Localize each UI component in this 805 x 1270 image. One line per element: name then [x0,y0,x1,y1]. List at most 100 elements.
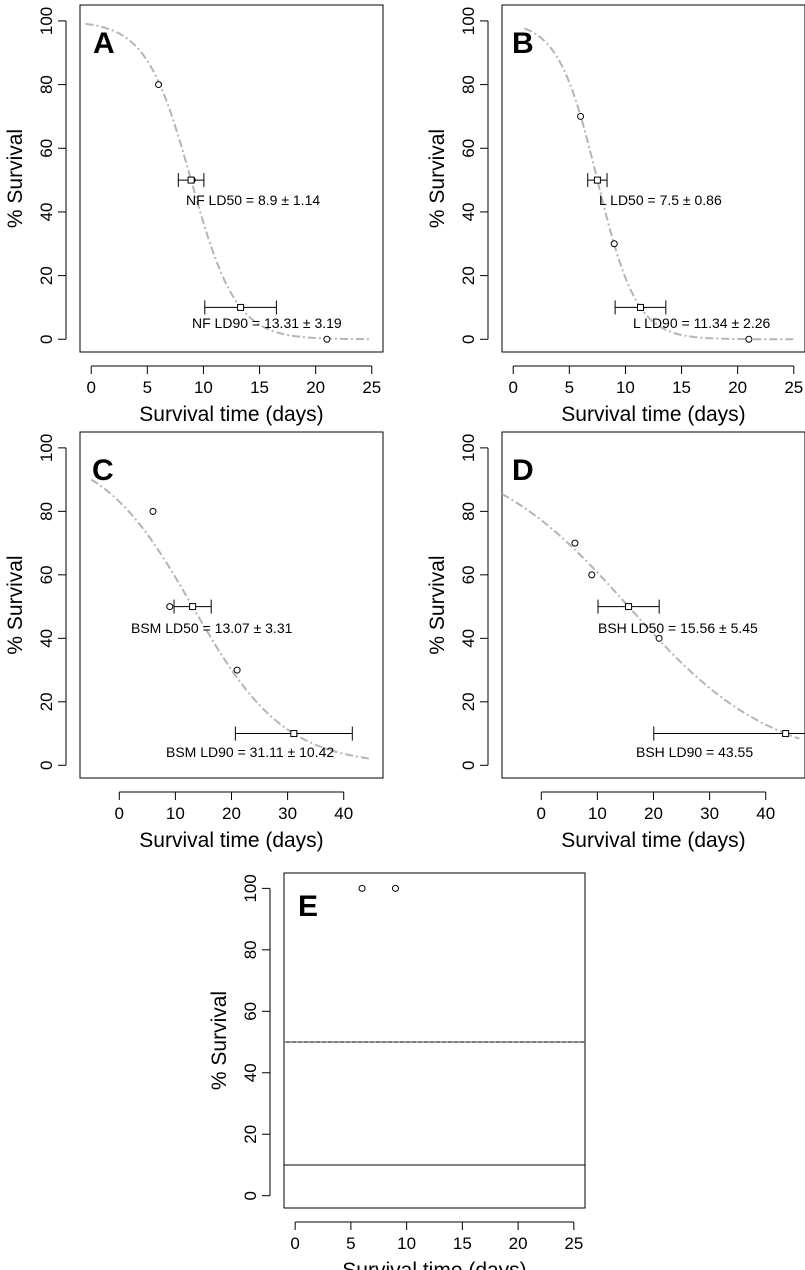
x-tick-label: 15 [672,378,691,397]
panel-letter: B [512,27,534,60]
data-point [149,507,157,515]
ld-label: BSH LD90 = 43.55 [636,744,753,760]
ld-label: L LD50 = 7.5 ± 0.86 [599,192,722,208]
data-point [745,335,753,343]
x-tick-label: 30 [700,804,719,823]
ld-label: NF LD50 = 8.9 ± 1.14 [186,192,320,208]
x-tick-label: 20 [306,378,325,397]
panel-E: 0 5 10 15 20 25 Survival time (days) 0 20 40 60 80 1… [208,872,586,1270]
y-axis-title: % Survival [208,991,231,1090]
y-axis: 0 20 40 60 80 100 % Survival [426,434,489,770]
panel-D: 0 10 20 30 40 Survival time (days) 0 20 40 60 80 10… [426,431,805,852]
plot-content [284,884,585,1166]
x-tick-label: 10 [194,378,213,397]
x-tick-label: 0 [115,804,124,823]
data-point [155,81,163,89]
y-tick-label: 60 [459,139,478,158]
y-axis: 0 20 40 60 80 100 % Survival [208,874,271,1200]
y-tick-label: 80 [37,502,56,521]
x-tick-label: 25 [362,378,381,397]
x-tick-label: 5 [143,378,152,397]
y-tick-label: 80 [241,940,260,959]
y-tick-label: 0 [241,1191,260,1200]
x-tick-label: 40 [334,804,353,823]
ld-label: BSH LD50 = 15.56 ± 5.45 [598,620,758,636]
ld-point [593,176,601,184]
y-tick-label: 60 [241,1002,260,1021]
x-axis: 0 10 20 30 40 Survival time (days) [537,791,775,852]
ld-point [290,730,298,738]
data-point [577,112,585,120]
plot-content [524,27,794,343]
x-tick-label: 10 [166,804,185,823]
y-tick-label: 80 [459,502,478,521]
y-axis-title: % Survival [426,555,449,654]
x-tick-label: 25 [564,1234,583,1253]
y-tick-label: 100 [37,434,56,462]
fitted-curve [85,22,372,341]
y-axis-title: % Survival [4,555,27,654]
y-tick-label: 100 [459,434,478,462]
data-point [610,240,618,248]
ld-point [237,303,245,311]
panel-letter: C [92,454,114,487]
y-tick-label: 40 [37,202,56,221]
y-axis-title: % Survival [4,129,27,228]
y-tick-label: 0 [37,761,56,770]
panel-letter: E [298,890,318,923]
ld-point [636,303,644,311]
x-axis-title: Survival time (days) [139,829,323,852]
ld-marker-ld50: L LD50 = 7.5 ± 0.86 [587,173,722,208]
y-tick-label: 100 [37,7,56,35]
x-tick-label: 40 [756,804,775,823]
plot-frame [79,431,384,779]
x-axis-title: Survival time (days) [561,829,745,852]
ld-marker-ld90: NF LD90 = 13.31 ± 3.19 [192,300,342,331]
y-tick-label: 20 [37,692,56,711]
ld-marker-ld90: BSH LD90 = 43.55 [636,726,805,760]
y-tick-label: 40 [37,629,56,648]
ld-marker-ld50: NF LD50 = 8.9 ± 1.14 [177,173,320,208]
x-tick-label: 25 [784,378,803,397]
y-tick-label: 20 [241,1125,260,1144]
y-axis: 0 20 40 60 80 100 % Survival [4,7,67,344]
panel-A: 0 5 10 15 20 25 Survival time (days) 0 20 40 60 80 1… [4,4,384,426]
ld-marker-ld90: BSM LD90 = 31.11 ± 10.42 [166,726,353,760]
x-tick-label: 0 [537,804,546,823]
y-tick-label: 80 [37,75,56,94]
y-tick-label: 80 [459,75,478,94]
ld-label: NF LD90 = 13.31 ± 3.19 [192,315,342,331]
x-tick-label: 15 [453,1234,472,1253]
y-tick-label: 0 [37,335,56,344]
data-point [358,884,366,892]
ld-point [625,603,633,611]
plot-frame [283,872,586,1209]
plot-frame [501,431,805,779]
x-axis-title: Survival time (days) [342,1259,526,1270]
x-tick-label: 10 [616,378,635,397]
data-point [655,634,663,642]
ld-point [782,730,790,738]
y-tick-label: 0 [459,761,478,770]
x-tick-label: 10 [397,1234,416,1253]
x-tick-label: 20 [222,804,241,823]
data-point [588,571,596,579]
x-axis-title: Survival time (days) [561,403,745,426]
y-tick-label: 20 [459,266,478,285]
plot-frame [79,4,384,353]
plot-content [90,478,372,760]
panel-C: 0 10 20 30 40 Survival time (days) 0 20 40 60 80 10… [4,431,384,852]
data-point [233,666,241,674]
ld-label: L LD90 = 11.34 ± 2.26 [633,315,771,331]
y-tick-label: 40 [459,202,478,221]
y-tick-label: 60 [37,139,56,158]
ld-point [189,603,197,611]
x-axis-title: Survival time (days) [139,403,323,426]
y-tick-label: 40 [241,1063,260,1082]
y-axis: 0 20 40 60 80 100 % Survival [4,434,67,770]
x-tick-label: 0 [290,1234,299,1253]
ld-marker-ld50: BSH LD50 = 15.56 ± 5.45 [597,599,758,636]
ld-label: BSM LD50 = 13.07 ± 3.31 [131,620,293,636]
plot-content [85,22,372,343]
